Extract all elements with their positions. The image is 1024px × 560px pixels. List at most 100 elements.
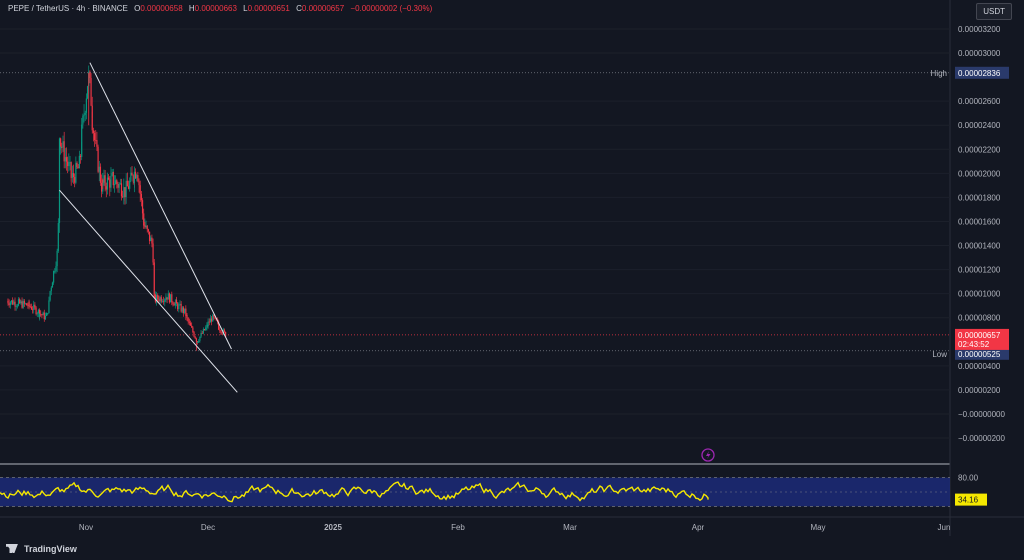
candle-body [203,329,206,331]
price-tick-label: 0.00001600 [958,217,1001,226]
candle-body [205,327,207,331]
candle-body [145,225,147,228]
candle-body [139,185,141,195]
candle-body [17,301,20,306]
candle-body [31,309,34,311]
candle-body [208,321,210,323]
candle-body [163,301,165,303]
last-price-badge [955,328,1009,350]
close-label: C [296,4,302,13]
candle-body [119,183,121,185]
candle-body [199,336,201,341]
candle-body [187,318,189,322]
open-label: O [134,4,141,13]
candle-body [175,299,178,304]
candle-body [36,313,38,315]
candle-body [53,271,55,283]
candle-body [14,301,16,307]
candle-body [140,194,142,201]
time-axis-label: Mar [563,523,577,532]
candle-body [194,336,196,339]
price-tick-label: 0.00002400 [958,121,1001,130]
candle-body [65,157,68,162]
candle-body [164,299,166,302]
candle-body [174,302,176,306]
candle-body [83,114,85,116]
candle-body [157,295,159,300]
candle-body [57,223,59,251]
price-tick-label: 0.00000800 [958,314,1001,323]
candle-body [201,332,203,334]
time-axis-label: Jun [938,523,951,532]
candle-body [167,293,169,300]
candle-body [155,295,158,302]
candle-body [117,183,119,188]
trendline[interactable] [59,189,238,393]
candle-body [150,237,152,242]
candle-body [51,282,54,288]
high-badge [955,66,1009,79]
candle-body [161,301,164,303]
last-price-label: 0.00000657 [958,331,1001,340]
candle-body [38,313,41,317]
candle-body [19,299,21,304]
trendline[interactable] [89,62,232,350]
candle-body [90,78,92,106]
candle-body [17,299,20,302]
candle-body [115,180,117,185]
candle-body [219,329,221,331]
price-tick-label: 0.00002200 [958,145,1001,154]
candle-body [20,301,22,304]
price-tick-label: −0.00000200 [958,434,1005,443]
candle-body [192,327,194,333]
candle-body [123,187,125,197]
candle-body [170,294,172,303]
candle-body [13,301,15,305]
low-badge [955,347,1009,360]
symbol-title[interactable]: PEPE / TetherUS · 4h · BINANCE [8,4,128,13]
candle-body [21,301,23,308]
candle-body [15,306,17,307]
candle-body [50,287,52,292]
price-tick-label: 0.00001200 [958,266,1001,275]
price-tick-label: 0.00001800 [958,193,1001,202]
candle-body [108,177,110,180]
candle-body [186,315,188,319]
candle-body [189,322,192,326]
currency-button[interactable]: USDT [976,3,1012,20]
candle-body [185,308,187,317]
candle-body [152,243,154,263]
candle-body [134,171,137,179]
candle-body [63,141,65,162]
tradingview-logo[interactable]: TradingView [6,544,77,554]
candle-body [95,140,97,141]
candle-body [182,307,185,313]
lightning-icon[interactable] [701,448,715,462]
low-tag: Low [932,350,947,359]
low-value: 0.00000651 [247,4,290,13]
candle-body [67,161,69,167]
candle-body [141,200,144,214]
price-tick-label: 0.00003000 [958,49,1001,58]
price-tick-label: 0.00000200 [958,386,1001,395]
candle-body [8,303,10,306]
candle-body [106,177,109,190]
candle-body [168,293,171,303]
candle-body [188,321,190,323]
candle-body [38,309,41,317]
candle-body [148,231,151,242]
time-axis-label: Nov [79,523,93,532]
candle-body [177,303,179,310]
candle-body [104,175,106,187]
candle-body [191,325,193,328]
candle-body [110,175,112,188]
candle-body [24,303,27,305]
candle-body [70,176,72,178]
candle-body [180,303,182,312]
candle-body [33,304,35,310]
candle-body [85,98,87,113]
candle-body [131,172,133,176]
candle-body [136,175,138,179]
